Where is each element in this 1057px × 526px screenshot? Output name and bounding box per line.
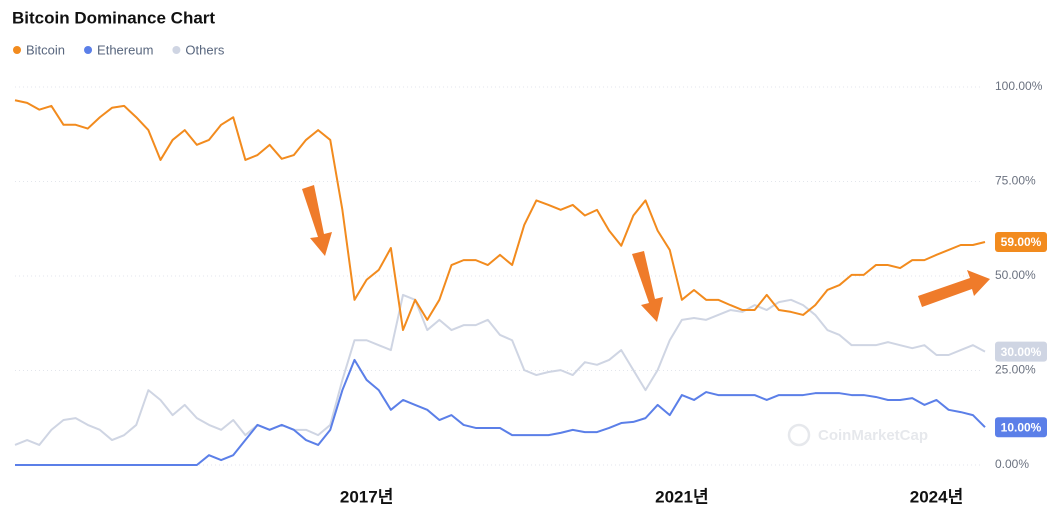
series-line [14,99,986,332]
x-tick-label: 2021년 [655,487,708,506]
y-tick-label: 25.00% [995,363,1036,377]
legend-label: Others [185,42,225,57]
legend-label: Ethereum [97,42,153,57]
annotation-arrows [302,185,990,322]
watermark-logo [787,423,811,447]
watermark: CoinMarketCap [787,423,928,447]
end-label: 59.00% [1001,235,1042,249]
arrow [302,185,332,256]
legend-marker [13,46,21,54]
watermark-text: CoinMarketCap [818,427,928,444]
legend-marker [84,46,93,54]
end-label-badge [995,341,1047,362]
end-label: 30.00% [1001,345,1042,359]
arrow [918,270,990,307]
end-label-badge [995,417,1047,438]
x-tick-label: 2017년 [340,487,393,506]
y-tick-label: 0.00% [995,457,1029,471]
chart-title: Bitcoin Dominance Chart [12,8,215,27]
legend-label: Bitcoin [26,42,65,57]
x-tick-label: 2024년 [910,487,963,506]
end-label-badge [995,231,1047,252]
y-tick-label: 75.00% [995,174,1036,188]
end-label: 10.00% [1001,420,1042,434]
series-line [14,293,986,446]
y-tick-label: 50.00% [995,268,1036,282]
arrow [632,251,663,322]
y-tick-label: 100.00% [995,79,1043,93]
legend-marker [172,46,181,54]
plot-area: 0.00% 25.00% 50.00% 75.00% 100.00% 2017년 2021년… [13,42,1047,506]
series-line [15,358,986,466]
